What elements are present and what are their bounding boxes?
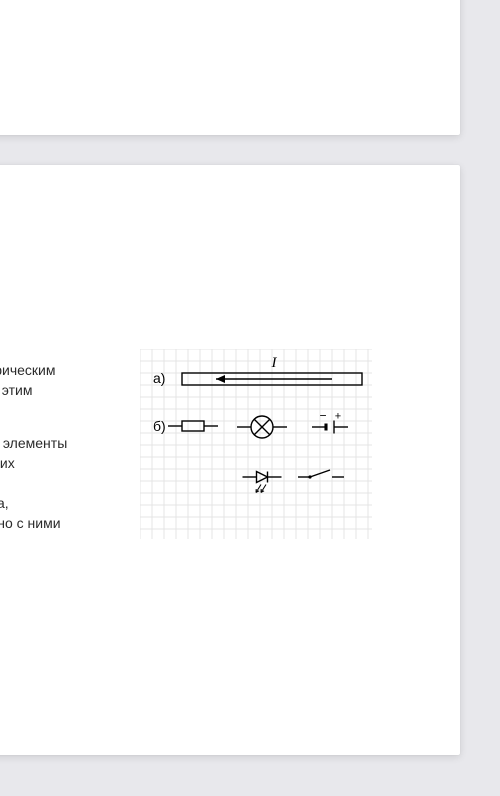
text-fragment: некоторые элементы xyxy=(0,433,67,453)
svg-text:+: + xyxy=(335,411,341,423)
svg-text:−: − xyxy=(319,409,326,423)
card-main: влево: ик с электрическим созданное этим… xyxy=(0,165,460,755)
text-fragment: созданное этим xyxy=(0,380,32,400)
content-area: влево: ик с электрическим созданное этим… xyxy=(0,165,460,755)
text-fragment: едовательно с ними xyxy=(0,513,61,533)
text-fragment: ик с электрическим xyxy=(0,360,55,380)
text-fragment: светодиода, xyxy=(0,493,9,513)
svg-text:б): б) xyxy=(153,418,166,434)
circuit-diagram: Ia) б) −+ xyxy=(140,349,372,539)
text-fragment: используя их xyxy=(0,453,15,473)
svg-text:a): a) xyxy=(153,370,165,386)
circuit-svg: Ia) б) −+ xyxy=(140,349,372,539)
svg-text:I: I xyxy=(271,355,278,371)
card-top-partial xyxy=(0,0,460,135)
